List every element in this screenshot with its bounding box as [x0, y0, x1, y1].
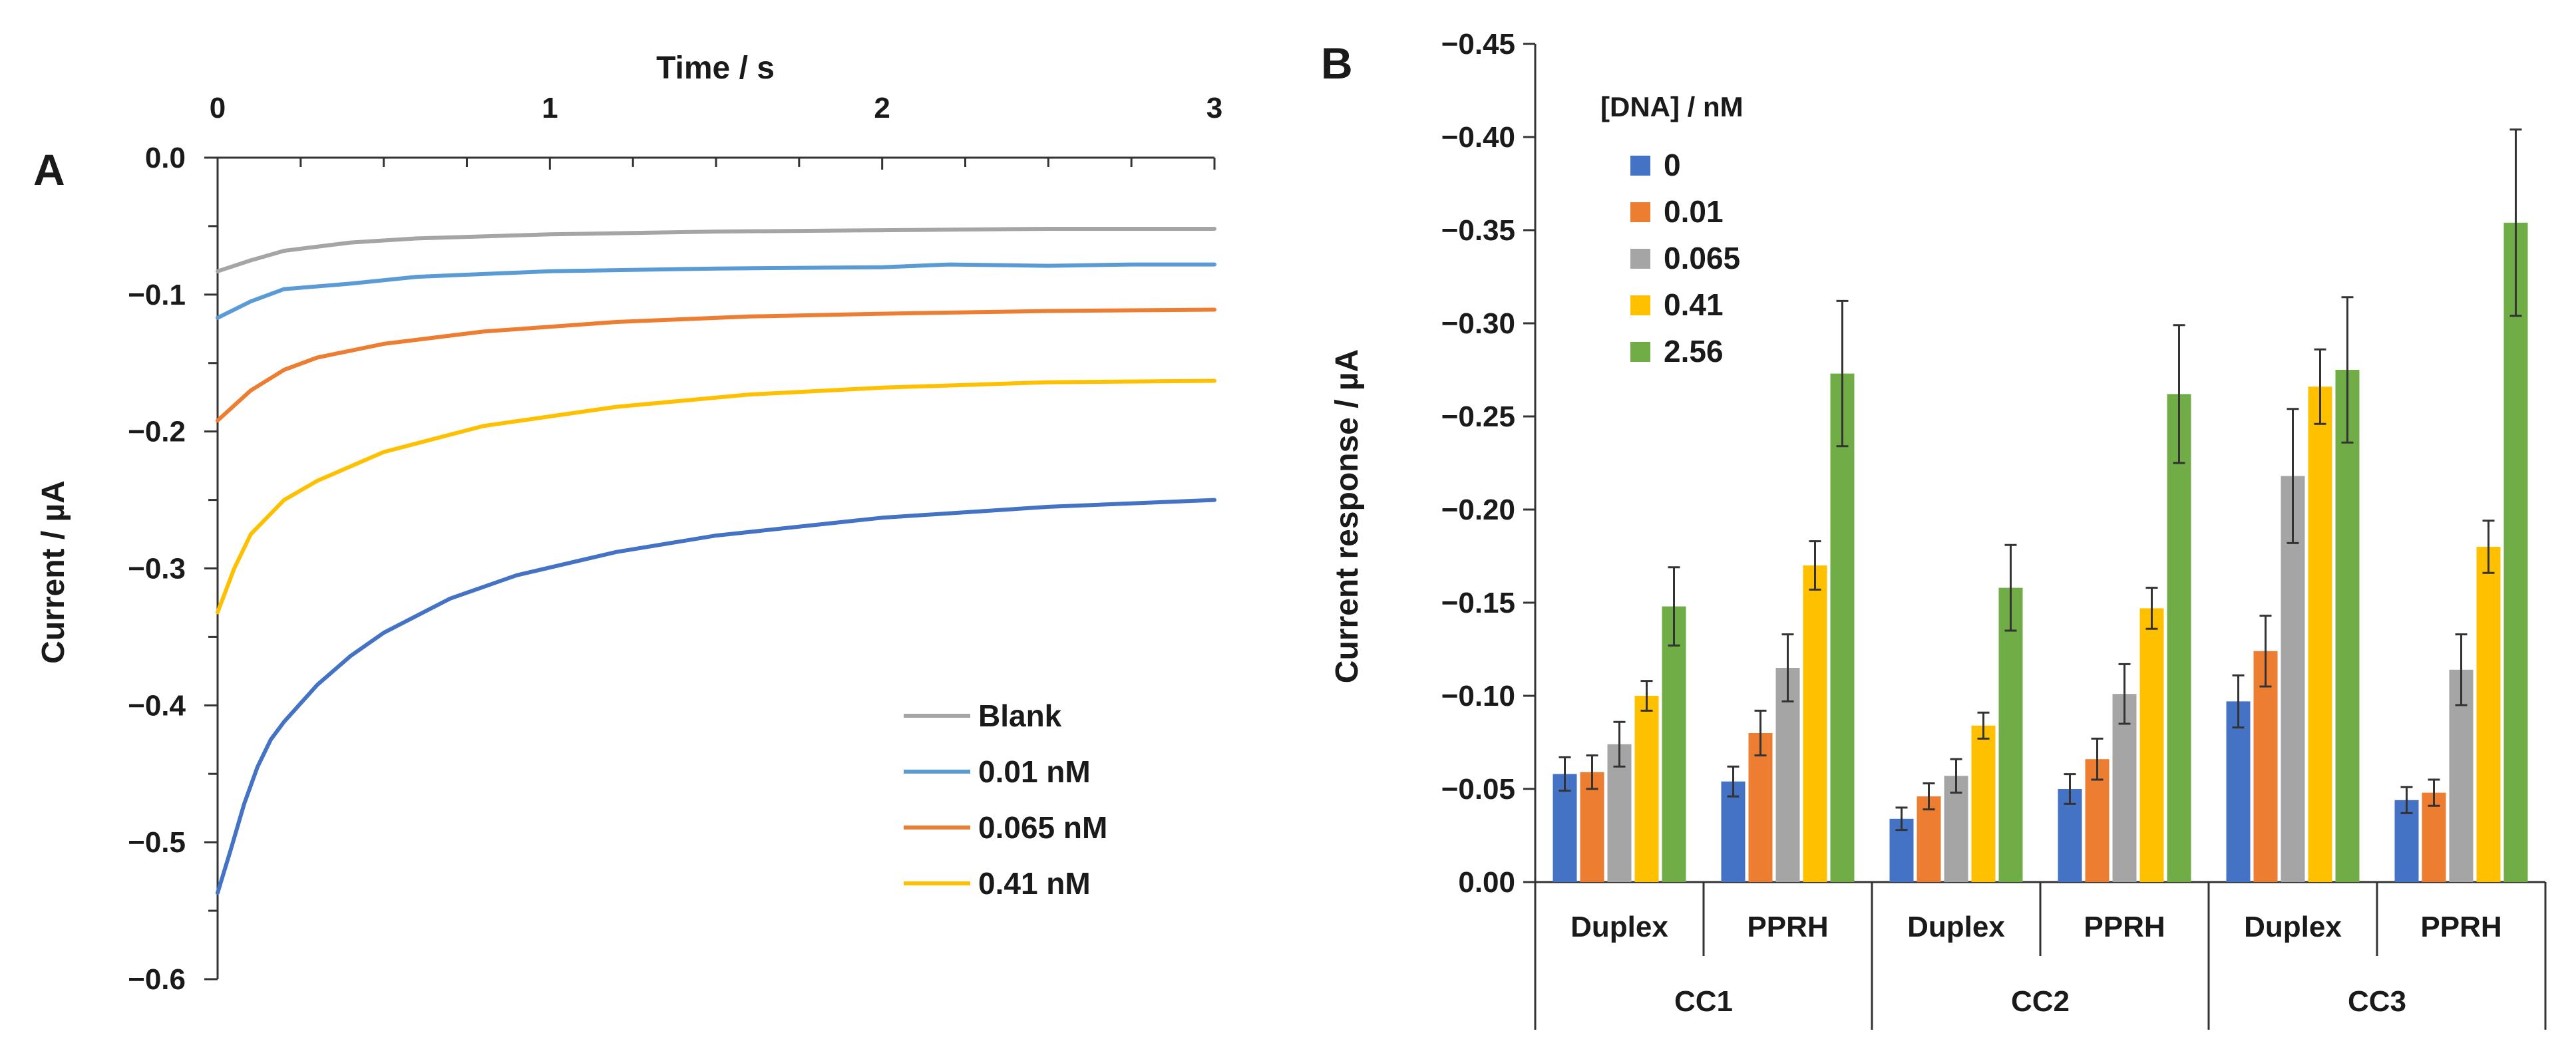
panel-b-y-tick-label: −0.35 [1441, 214, 1515, 247]
panel-b-bar-chart: Current response / µA 0.00 −0.05 −0.10 −0.1… [1330, 28, 2547, 1030]
panel-b-group-label: CC1 [1674, 985, 1733, 1018]
panel-b-category-label: Duplex [1570, 911, 1668, 943]
panel-a-legend-label: 0.01 nM [978, 754, 1091, 789]
panel-b-bars [1553, 222, 2528, 882]
panel-b-y-tick-label: −0.45 [1441, 28, 1515, 61]
panel-b-y-tick-label: −0.10 [1441, 680, 1515, 712]
panel-b-y-tick-label: −0.40 [1441, 121, 1515, 154]
panel-b-legend-label: 0.41 [1664, 287, 1724, 322]
panel-b-group-label: CC3 [2348, 985, 2406, 1018]
panel-b-legend-title: [DNA] / nM [1600, 91, 1744, 122]
panel-b-category-label: PPRH [2084, 911, 2165, 943]
panel-b-y-tick-label: −0.05 [1441, 773, 1515, 806]
panel-b-bar [2139, 608, 2164, 882]
panel-b-bar [2335, 370, 2360, 882]
panel-a-series-line-4 [216, 498, 1216, 895]
panel-a-legend-label: Blank [978, 698, 1062, 733]
panel-a-y-tick-label: −0.2 [128, 416, 186, 448]
panel-b-bar [2253, 651, 2278, 882]
panel-b-legend-swatch [1630, 202, 1650, 222]
panel-b-bar [1748, 733, 1773, 882]
panel-b-bar [1580, 772, 1604, 882]
panel-a-x-axis-title: Time / s [656, 51, 775, 86]
panel-a-y-tick-label: −0.4 [128, 689, 186, 722]
panel-b-bar [1662, 606, 1686, 882]
panel-b-legend-label: 0.065 [1664, 241, 1740, 275]
panel-b-legend-label: 2.56 [1664, 334, 1724, 369]
panel-b-bar [2308, 386, 2332, 882]
panel-a-line-chart: Time / s Current / µA 0 1 2 3 0.0 −0.1 −0.2 −0.… [36, 51, 1222, 996]
panel-b-bar [2503, 222, 2528, 882]
panel-a-legend-label: 0.065 nM [978, 810, 1107, 845]
panel-a-y-tick-label: −0.5 [128, 826, 186, 859]
panel-a-legend: Blank 0.01 nM 0.065 nM 0.41 nM [904, 698, 1107, 901]
panel-b-bar [1971, 725, 1996, 882]
panel-b-axes: 0.00 −0.05 −0.10 −0.15 −0.20 −0.25 −0.30 −0.35 −… [1441, 28, 2547, 1030]
panel-a-x-tick-label: 1 [542, 92, 558, 124]
panel-b-legend-swatch [1630, 342, 1650, 362]
panel-b-legend: [DNA] / nM 0 0.01 0.065 0.41 2.56 [1600, 91, 1744, 369]
panel-b-error-bars [1559, 128, 2522, 832]
panel-b-legend-swatch [1630, 295, 1650, 315]
panel-b-legend-swatch [1630, 156, 1650, 176]
panel-a-axes: 0 1 2 3 0.0 −0.1 −0.2 −0.3 −0.4 −0.5 −0.6 [128, 92, 1222, 996]
panel-b-legend-label: 0 [1664, 148, 1681, 182]
panel-b-bar [1721, 781, 1746, 882]
panel-a-y-tick-label: 0.0 [145, 142, 186, 174]
panel-b-letter: B [1321, 39, 1353, 88]
panel-b-category-label: PPRH [1747, 911, 1828, 943]
panel-a-x-tick-label: 3 [1206, 92, 1222, 124]
panel-b-category-label: PPRH [2420, 911, 2501, 943]
panel-a-y-tick-label: −0.3 [128, 553, 186, 585]
panel-a-y-tick-label: −0.1 [128, 279, 186, 311]
panel-a-legend-label: 0.41 nM [978, 866, 1091, 901]
panel-b-bar [2167, 394, 2191, 882]
panel-b-category-label: Duplex [2244, 911, 2342, 943]
panel-a-series-line-3 [216, 379, 1216, 615]
panel-b-bar [1553, 774, 1577, 882]
panel-b-bar [1917, 796, 1941, 882]
panel-b-bar [1775, 668, 1800, 882]
panel-a-series-line-0 [216, 227, 1216, 273]
panel-b-y-tick-label: −0.20 [1441, 494, 1515, 526]
panel-b-bar [2422, 792, 2446, 882]
panel-a-series-line-2 [216, 307, 1216, 423]
panel-b-y-tick-label: 0.00 [1458, 866, 1515, 899]
panel-b-y-tick-label: −0.15 [1441, 587, 1515, 619]
panel-b-bar [2112, 694, 2137, 882]
panel-b-y-tick-label: −0.30 [1441, 307, 1515, 340]
panel-a-x-tick-label: 2 [874, 92, 890, 124]
panel-a-y-axis-title: Current / µA [36, 480, 71, 664]
panel-b-legend-swatch [1630, 249, 1650, 269]
panel-b-group-label: CC2 [2011, 985, 2070, 1018]
panel-b-bar [1998, 587, 2023, 882]
panel-b-bar [2476, 547, 2501, 882]
panel-a-x-tick-label: 0 [210, 92, 226, 124]
panel-b-bar [1803, 565, 1827, 882]
panel-b-bar [1634, 696, 1659, 882]
panel-a-y-tick-label: −0.6 [128, 963, 186, 996]
panel-b-legend-label: 0.01 [1664, 194, 1724, 229]
panel-a-series-line-1 [216, 262, 1216, 320]
panel-b-bar [1830, 373, 1855, 882]
panel-a-series-lines [216, 227, 1216, 895]
panel-b-y-tick-label: −0.25 [1441, 400, 1515, 433]
panel-b-y-axis-title: Current response / µA [1330, 349, 1365, 683]
panel-b-category-label: Duplex [1907, 911, 2005, 943]
panel-b-bar [2226, 701, 2251, 882]
panel-a-letter: A [33, 145, 65, 194]
